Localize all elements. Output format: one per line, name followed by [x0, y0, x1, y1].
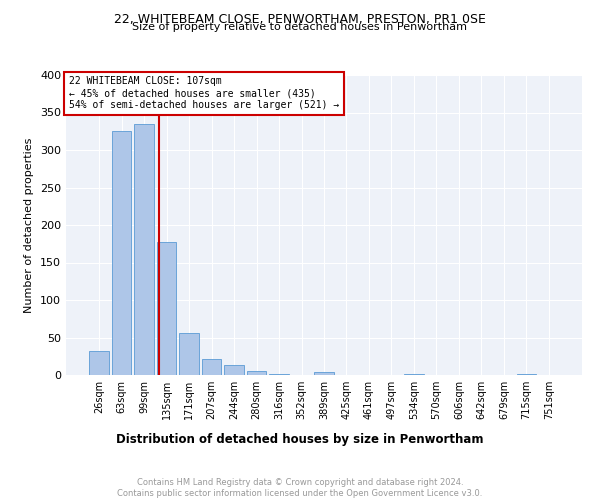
Bar — [224, 365, 244, 375]
Bar — [404, 374, 424, 375]
Bar — [157, 242, 176, 375]
Bar — [247, 371, 266, 375]
Bar — [134, 124, 154, 375]
Text: 22, WHITEBEAM CLOSE, PENWORTHAM, PRESTON, PR1 0SE: 22, WHITEBEAM CLOSE, PENWORTHAM, PRESTON… — [114, 12, 486, 26]
Bar — [314, 372, 334, 375]
Text: 22 WHITEBEAM CLOSE: 107sqm
← 45% of detached houses are smaller (435)
54% of sem: 22 WHITEBEAM CLOSE: 107sqm ← 45% of deta… — [68, 76, 339, 110]
Bar — [112, 131, 131, 375]
Bar — [179, 333, 199, 375]
Text: Size of property relative to detached houses in Penwortham: Size of property relative to detached ho… — [133, 22, 467, 32]
Bar — [269, 374, 289, 375]
Bar — [202, 358, 221, 375]
Bar — [89, 351, 109, 375]
Y-axis label: Number of detached properties: Number of detached properties — [25, 138, 34, 312]
Text: Distribution of detached houses by size in Penwortham: Distribution of detached houses by size … — [116, 432, 484, 446]
Text: Contains HM Land Registry data © Crown copyright and database right 2024.
Contai: Contains HM Land Registry data © Crown c… — [118, 478, 482, 498]
Bar — [517, 374, 536, 375]
